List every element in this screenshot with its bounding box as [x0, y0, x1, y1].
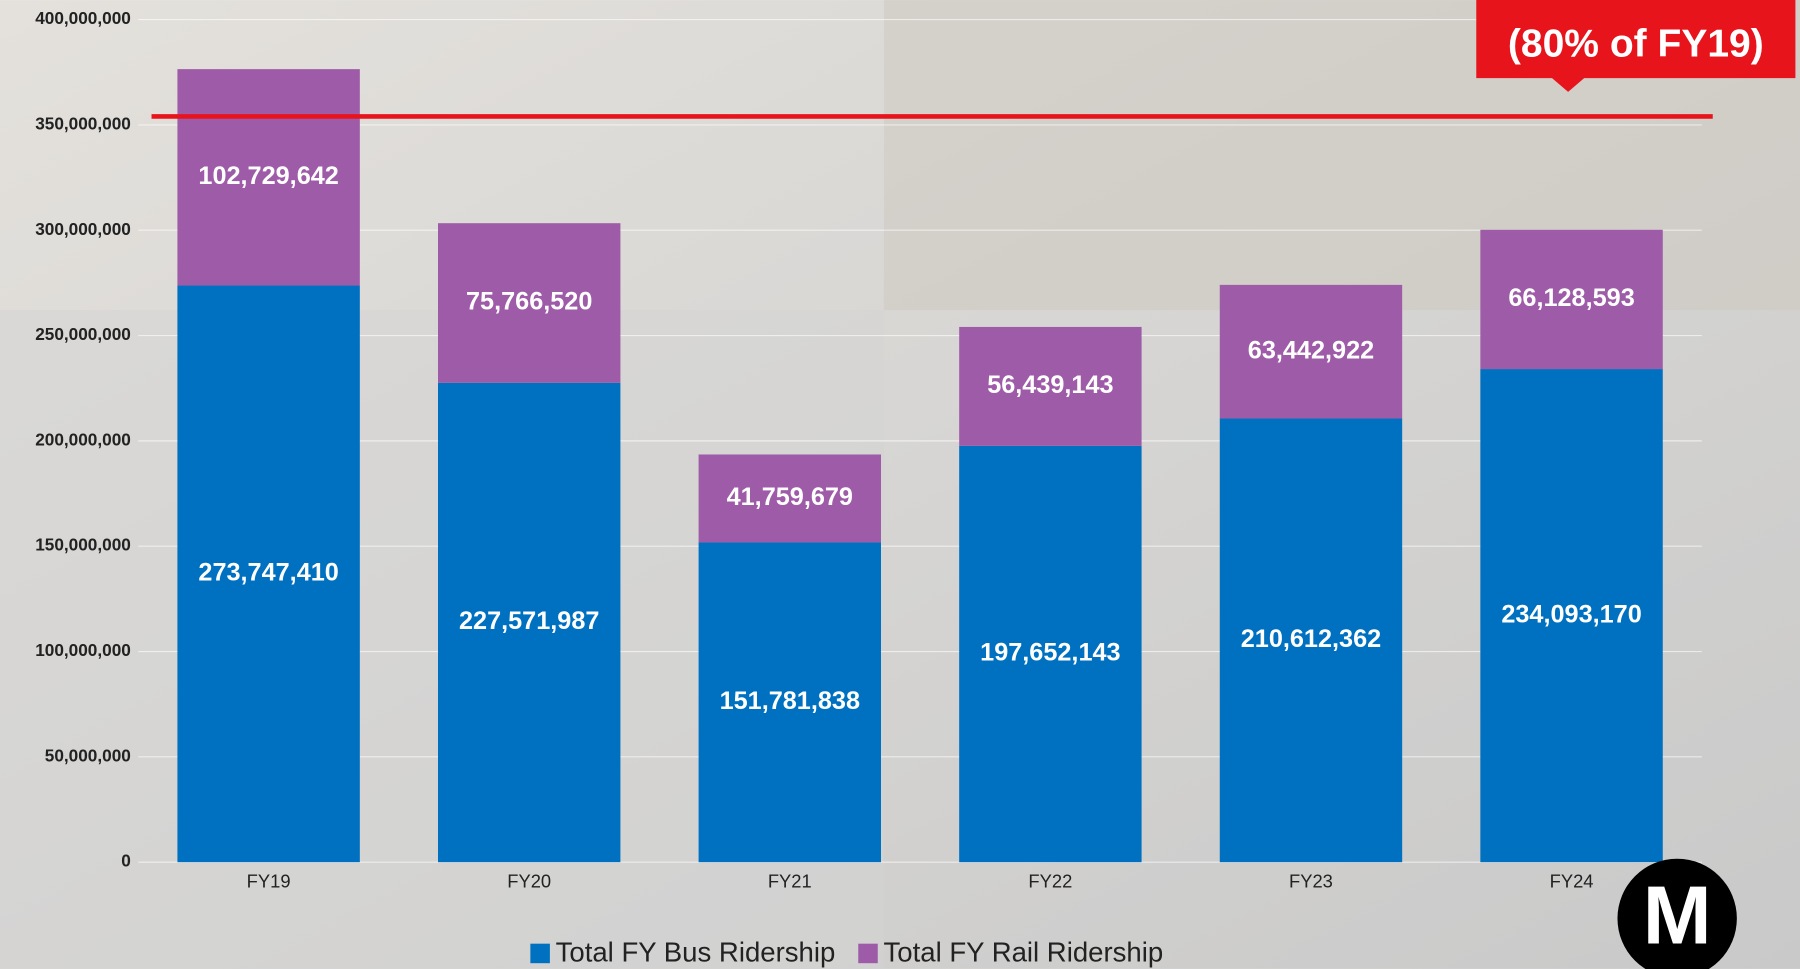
data-label: 63,442,922: [1248, 336, 1374, 364]
logo: M: [1617, 858, 1737, 969]
data-label: 227,571,987: [459, 607, 599, 635]
bar-segment: [698, 454, 882, 543]
data-label: 234,093,170: [1501, 600, 1641, 628]
bar-segment: [438, 223, 621, 383]
bar-segment: [438, 382, 621, 863]
data-label: 41,759,679: [727, 483, 853, 511]
x-tick-label: FY20: [507, 871, 551, 892]
y-tick-label: 200,000,000: [35, 429, 131, 449]
legend-swatch: [858, 943, 878, 964]
annotation-box: [1476, 0, 1796, 92]
bar-segment: [177, 69, 360, 286]
y-tick-label: 50,000,000: [45, 745, 131, 765]
plot: 0 50,000,000 100,000,000 150,000,000 200,000…: [35, 0, 1796, 967]
x-tick-label: FY21: [768, 871, 812, 892]
x-tick-label: FY24: [1550, 871, 1594, 892]
x-tick-label: FY22: [1028, 871, 1072, 892]
x-tick-label: FY19: [247, 871, 291, 892]
data-label: 210,612,362: [1241, 625, 1381, 653]
x-tick-label: FY23: [1289, 871, 1333, 892]
svg-text:M: M: [1643, 869, 1712, 962]
data-label: 151,781,838: [720, 687, 860, 715]
y-tick-label: 300,000,000: [35, 219, 131, 239]
data-label: 56,439,143: [987, 371, 1113, 399]
bar-segment: [959, 326, 1142, 446]
legend-label: Total FY Rail Ridership: [884, 936, 1164, 967]
bar-segment: [1480, 369, 1663, 863]
y-tick-label: 250,000,000: [35, 324, 131, 344]
y-tick-label: 0: [121, 851, 131, 871]
legend-label: Total FY Bus Ridership: [556, 936, 836, 967]
bar-segment: [959, 445, 1142, 863]
bar-segment: [698, 542, 882, 863]
bar-segment: [1219, 418, 1403, 863]
data-label: 102,729,642: [198, 162, 338, 190]
data-label: 197,652,143: [980, 639, 1120, 667]
legend-swatch: [530, 943, 550, 964]
y-tick-label: 150,000,000: [35, 535, 131, 555]
y-tick-label: 350,000,000: [35, 113, 131, 133]
data-label: 75,766,520: [466, 288, 592, 316]
y-tick-label: 100,000,000: [35, 640, 131, 660]
annotation-text: (80% of FY19): [1508, 22, 1764, 65]
bar-segment: [1480, 229, 1663, 370]
bar-segment: [177, 285, 360, 863]
data-label: 273,747,410: [198, 559, 338, 587]
y-tick-label: 400,000,000: [35, 8, 131, 28]
bar-segment: [1219, 284, 1403, 419]
data-label: 66,128,593: [1508, 284, 1634, 312]
